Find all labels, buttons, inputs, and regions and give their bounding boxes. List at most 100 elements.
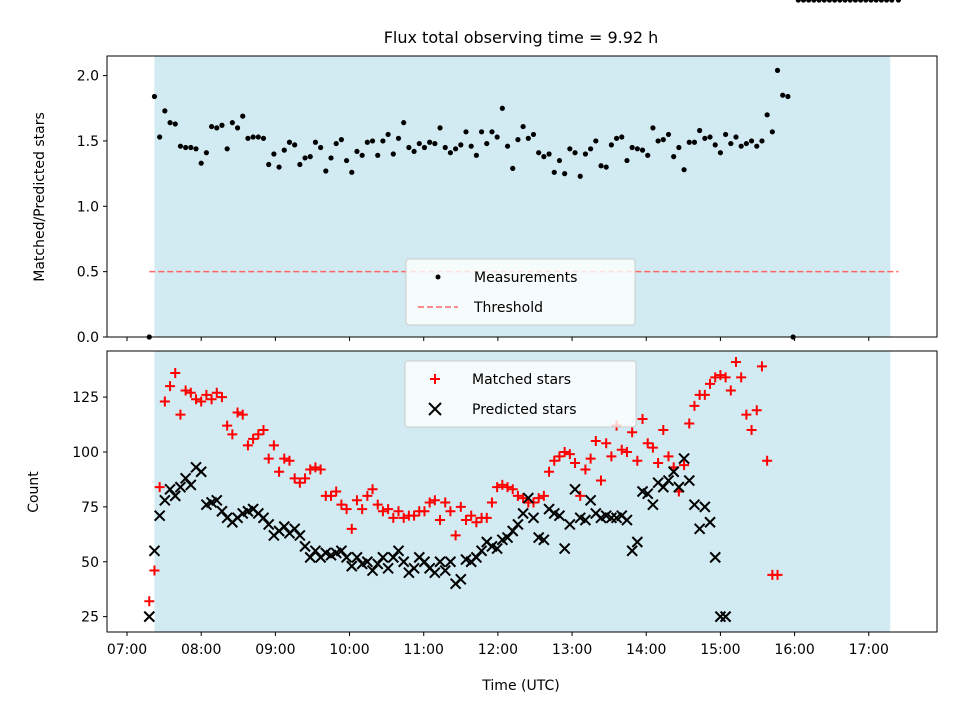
x-tick-label: 12:00 <box>478 642 518 658</box>
matched-star-point <box>481 512 492 523</box>
predicted-star-point <box>667 466 680 478</box>
measurement-point <box>723 131 729 138</box>
measurement-point <box>728 140 734 147</box>
predicted-star-point <box>475 545 488 557</box>
measurement-point <box>473 152 479 158</box>
predicted-star-point <box>569 483 581 496</box>
measurement-point <box>832 0 838 3</box>
measurement-point <box>593 138 599 144</box>
measurement-point <box>712 142 718 148</box>
matched-star-point <box>616 444 627 455</box>
predicted-star-point <box>346 560 358 572</box>
measurement-point <box>167 120 173 126</box>
measurement-point <box>380 138 386 144</box>
matched-star-point <box>455 501 466 512</box>
measurement-point <box>629 144 635 151</box>
predicted-star-point <box>522 492 535 504</box>
y-tick-label: 75 <box>81 500 99 516</box>
measurement-point <box>748 138 755 144</box>
matched-star-point <box>595 475 606 486</box>
measurement-point <box>780 92 786 98</box>
predicted-star-point <box>584 494 597 506</box>
measurement-point <box>203 150 209 156</box>
matched-star-point <box>149 565 160 576</box>
threshold-legend-label: Threshold <box>473 300 543 316</box>
measurements-legend-label: Measurements <box>474 270 577 286</box>
measurement-point <box>193 146 199 152</box>
measurement-point <box>349 169 355 175</box>
measurement-point <box>281 147 287 153</box>
matched-star-point <box>253 429 264 440</box>
y-tick-label: 125 <box>72 390 99 406</box>
matched-star-point <box>170 367 181 378</box>
measurement-point <box>691 139 698 145</box>
measurement-point <box>541 154 547 160</box>
y-tick-label: 100 <box>72 445 99 461</box>
measurement-point <box>406 144 412 151</box>
count-y-label: Count <box>26 471 42 513</box>
matched-star-point <box>196 396 207 407</box>
measurement-point <box>873 0 879 3</box>
measurement-point <box>697 127 703 134</box>
measurement-point <box>214 125 220 131</box>
matched-star-point <box>518 493 529 504</box>
measurement-point <box>883 0 890 3</box>
measurement-point <box>702 135 708 141</box>
measurement-point <box>603 164 609 170</box>
measurement-point <box>681 167 687 173</box>
matched-star-point <box>144 596 155 607</box>
measurement-point <box>484 140 490 147</box>
matched-star-point <box>206 394 217 405</box>
x-tick-label: 07:00 <box>107 642 147 658</box>
predicted-star-point <box>211 494 223 506</box>
matched-star-point <box>258 425 269 436</box>
matched-star-point <box>684 418 695 429</box>
matched-star-point <box>492 482 503 493</box>
measurement-point <box>556 157 563 164</box>
measurement-point <box>842 0 848 3</box>
measurement-point <box>224 146 230 152</box>
predicted-star-point <box>377 551 389 564</box>
count-panel: 25 50 75 100 125 07:00 08:00 09:00 10:00 11:00 12… <box>26 351 938 694</box>
measurement-point <box>183 144 189 151</box>
matched-stars-legend-marker <box>430 374 440 384</box>
measurement-point <box>764 112 770 118</box>
y-tick-label: 0.0 <box>77 330 99 346</box>
matched-star-point <box>559 446 570 457</box>
measurement-point <box>245 135 251 141</box>
predicted-star-point <box>517 507 529 520</box>
measurement-point <box>354 148 360 155</box>
measurement-point <box>318 144 324 151</box>
predicted-star-point <box>714 610 727 623</box>
measurement-point <box>208 123 215 130</box>
matched-star-point <box>663 451 674 462</box>
matched-star-point <box>315 464 326 475</box>
measurement-point <box>868 0 874 3</box>
matched-star-point <box>570 457 581 468</box>
matched-star-point <box>725 385 736 396</box>
predicted-star-point <box>699 501 711 513</box>
ratio-y-ticks: 0.0 0.5 1.0 1.5 2.0 <box>77 69 107 346</box>
matched-star-point <box>185 387 196 398</box>
measurement-point <box>385 131 391 138</box>
measurement-point <box>234 125 241 131</box>
measurement-point <box>806 0 812 3</box>
matched-star-point <box>647 442 658 453</box>
measurement-point <box>676 144 682 151</box>
matched-star-point <box>227 429 238 440</box>
matched-star-point <box>175 409 186 420</box>
predicted-star-point <box>647 498 659 511</box>
measurement-point <box>427 139 433 145</box>
matched-star-point <box>429 495 440 506</box>
measurement-point <box>359 152 365 158</box>
predicted-star-point <box>558 542 571 555</box>
count-x-ticks: 07:00 08:00 09:00 10:00 11:00 12:00 13:00 14:00… <box>107 632 889 658</box>
predicted-star-point <box>195 466 207 478</box>
predicted-star-point <box>709 551 721 564</box>
measurement-point <box>800 0 807 3</box>
predicted-star-point <box>455 573 467 586</box>
matched-star-point <box>154 482 165 493</box>
predicted-star-point <box>564 518 576 531</box>
matched-star-point <box>746 425 757 436</box>
